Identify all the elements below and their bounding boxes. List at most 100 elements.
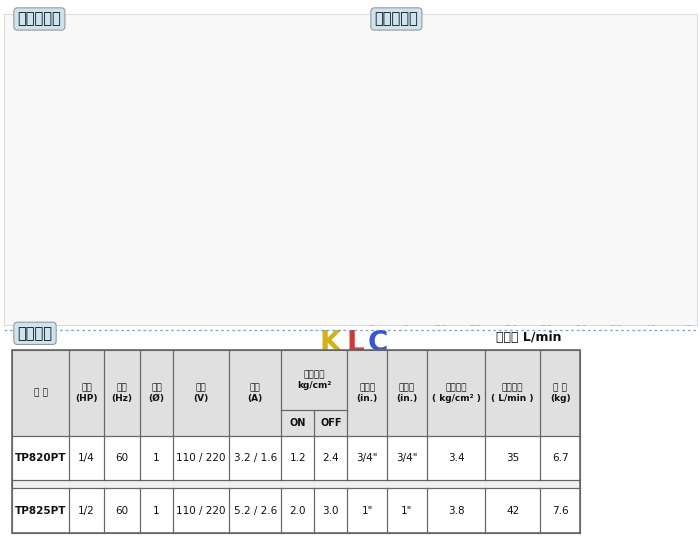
- Text: 205: 205: [83, 290, 99, 299]
- Text: 7.6: 7.6: [552, 506, 568, 515]
- Text: 60: 60: [116, 506, 129, 515]
- Text: TP825PT: TP825PT: [15, 506, 66, 515]
- Text: 386: 386: [356, 159, 372, 168]
- Bar: [427, 350, 485, 436]
- Text: 型 式: 型 式: [34, 389, 48, 398]
- Text: 35: 35: [506, 453, 519, 463]
- Text: 最大壓力
( kg/cm² ): 最大壓力 ( kg/cm² ): [431, 384, 480, 403]
- Bar: [314, 410, 347, 436]
- Text: 144: 144: [170, 226, 187, 235]
- Bar: [49, 135, 119, 189]
- Text: 頻率
(Hz): 頻率 (Hz): [112, 384, 133, 403]
- Text: M: M: [326, 170, 339, 183]
- Text: 160: 160: [262, 296, 280, 305]
- Text: TP825PT: TP825PT: [525, 162, 580, 171]
- Bar: [281, 410, 314, 436]
- Text: 3/4": 3/4": [356, 453, 378, 463]
- Text: 223: 223: [170, 165, 187, 174]
- Ellipse shape: [42, 67, 126, 156]
- Text: TP820PT: TP820PT: [448, 208, 503, 218]
- Bar: [485, 350, 540, 436]
- Bar: [140, 488, 173, 533]
- Text: 149: 149: [259, 69, 276, 79]
- Text: 外型尺寸：: 外型尺寸：: [18, 11, 62, 27]
- Bar: [13, 480, 580, 488]
- Text: 1/2: 1/2: [78, 506, 95, 515]
- Bar: [108, 207, 130, 224]
- Text: 入口徑
(in.): 入口徑 (in.): [356, 384, 378, 403]
- Text: L: L: [346, 329, 364, 357]
- Text: 電流
(A): 電流 (A): [248, 384, 263, 403]
- Text: 相數
(Ø): 相數 (Ø): [148, 384, 164, 403]
- Bar: [104, 350, 140, 436]
- Bar: [104, 436, 140, 480]
- Bar: [347, 436, 387, 480]
- Bar: [13, 488, 69, 533]
- Bar: [387, 436, 427, 480]
- Text: 3.0: 3.0: [323, 506, 339, 515]
- Text: OFF: OFF: [320, 418, 342, 428]
- Text: C: C: [368, 329, 388, 357]
- Bar: [13, 350, 69, 436]
- Bar: [485, 436, 540, 480]
- Bar: [173, 436, 230, 480]
- Bar: [540, 488, 580, 533]
- Text: ON: ON: [290, 418, 306, 428]
- Text: 212: 212: [69, 57, 85, 67]
- Text: 重 量
(kg): 重 量 (kg): [550, 384, 570, 403]
- Bar: [230, 436, 281, 480]
- Circle shape: [248, 162, 276, 185]
- Bar: [427, 436, 485, 480]
- Bar: [173, 488, 230, 533]
- Text: 5.2 / 2.6: 5.2 / 2.6: [234, 506, 277, 515]
- Circle shape: [232, 149, 293, 199]
- Text: 2.0: 2.0: [290, 506, 306, 515]
- Bar: [38, 186, 130, 207]
- Text: 42: 42: [506, 506, 519, 515]
- Bar: [314, 436, 347, 480]
- Text: K: K: [319, 329, 341, 357]
- Text: 3.8: 3.8: [448, 506, 464, 515]
- Text: 出口徑
(in.): 出口徑 (in.): [396, 384, 418, 403]
- Text: 程: 程: [329, 120, 336, 133]
- Bar: [224, 218, 245, 236]
- Bar: [140, 350, 173, 436]
- Bar: [230, 488, 281, 533]
- Bar: [281, 350, 347, 410]
- Text: 130: 130: [258, 275, 274, 284]
- X-axis label: 揚水量 L/min: 揚水量 L/min: [496, 331, 561, 344]
- Text: 3/4": 3/4": [396, 453, 418, 463]
- Bar: [13, 436, 69, 480]
- Bar: [69, 350, 104, 436]
- Bar: [427, 488, 485, 533]
- Text: 1/4: 1/4: [78, 453, 95, 463]
- Text: 壓力設定
kg/cm²: 壓力設定 kg/cm²: [297, 371, 332, 390]
- Text: TP820PT: TP820PT: [15, 453, 66, 463]
- Bar: [119, 147, 140, 162]
- Bar: [7, 138, 49, 183]
- Bar: [540, 436, 580, 480]
- Ellipse shape: [228, 73, 298, 156]
- Bar: [485, 488, 540, 533]
- Text: 60: 60: [116, 453, 129, 463]
- Bar: [281, 488, 314, 533]
- Text: 1": 1": [401, 506, 412, 515]
- Bar: [347, 350, 387, 436]
- Text: 揚: 揚: [329, 70, 336, 83]
- Bar: [314, 488, 347, 533]
- Bar: [13, 350, 580, 533]
- Text: 馬力
(HP): 馬力 (HP): [76, 384, 98, 403]
- Bar: [69, 488, 104, 533]
- Bar: [540, 350, 580, 436]
- Text: 規格表：: 規格表：: [18, 326, 52, 341]
- Text: 1: 1: [153, 506, 160, 515]
- Bar: [228, 132, 298, 186]
- Text: 213: 213: [259, 51, 276, 61]
- Text: 電壓
(V): 電壓 (V): [193, 384, 209, 403]
- Bar: [280, 218, 301, 236]
- Bar: [252, 114, 273, 132]
- Text: 110 / 220: 110 / 220: [176, 453, 226, 463]
- Bar: [347, 488, 387, 533]
- Bar: [224, 198, 301, 218]
- Text: 110 / 220: 110 / 220: [176, 506, 226, 515]
